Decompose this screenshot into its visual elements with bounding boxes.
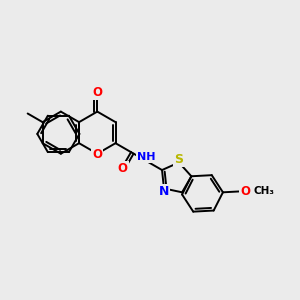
Text: NH: NH <box>137 152 156 162</box>
Text: O: O <box>118 162 128 175</box>
Text: O: O <box>92 86 102 99</box>
Text: O: O <box>92 148 102 161</box>
Text: O: O <box>241 185 250 198</box>
Text: N: N <box>159 185 169 198</box>
Text: S: S <box>174 153 183 166</box>
Text: CH₃: CH₃ <box>253 186 274 197</box>
